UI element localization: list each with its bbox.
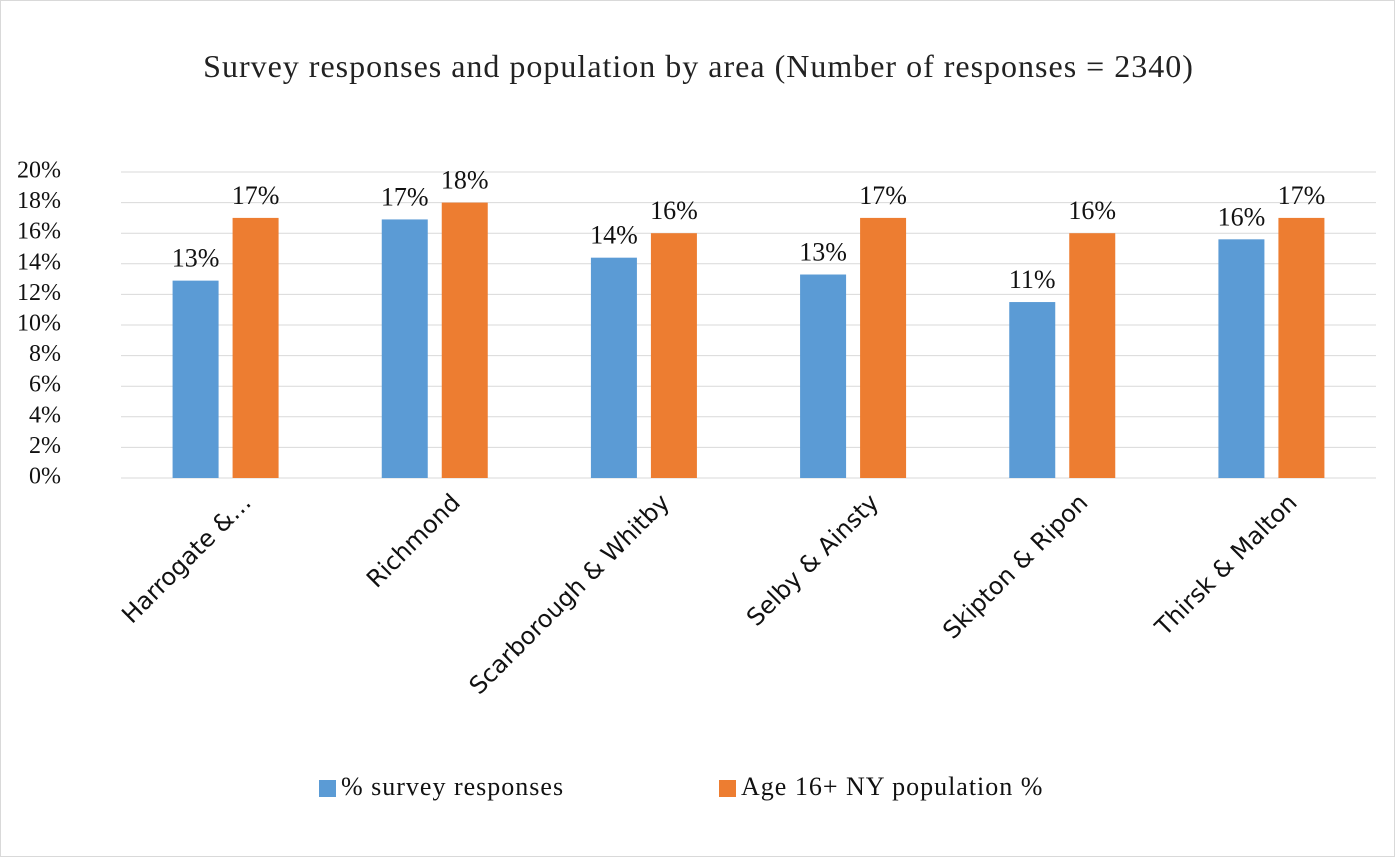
y-tick-label: 12% <box>17 280 61 306</box>
bar <box>172 280 219 478</box>
data-label: 17% <box>1278 181 1326 210</box>
x-tick-label: Richmond <box>361 488 466 593</box>
bar <box>441 202 488 478</box>
y-tick-label: 18% <box>17 188 61 214</box>
data-label: 17% <box>232 181 280 210</box>
x-tick-label: Thirsk & Malton <box>1149 488 1303 642</box>
bar <box>1218 239 1265 478</box>
x-tick-label: Selby & Ainsty <box>741 488 884 631</box>
x-tick-label: Harrogate &… <box>116 488 256 628</box>
chart-title: Survey responses and population by area … <box>203 48 1194 84</box>
bar <box>1009 302 1056 478</box>
y-tick-label: 0% <box>29 464 61 490</box>
data-label: 18% <box>441 166 489 195</box>
bar <box>381 219 428 478</box>
data-label: 16% <box>1068 196 1116 225</box>
bar <box>590 257 637 478</box>
y-tick-label: 10% <box>17 311 61 337</box>
data-label: 13% <box>172 244 220 273</box>
data-label: 11% <box>1009 265 1056 294</box>
bar <box>1278 217 1325 478</box>
legend-swatch <box>719 780 736 797</box>
data-label: 17% <box>381 182 429 211</box>
legend-swatch <box>319 780 336 797</box>
y-tick-label: 16% <box>17 219 61 245</box>
data-label: 16% <box>1218 202 1266 231</box>
x-tick-label: Scarborough & Whitby <box>464 488 675 699</box>
y-tick-label: 14% <box>17 249 61 275</box>
x-tick-label: Skipton & Ripon <box>937 488 1093 644</box>
bar <box>232 217 279 478</box>
legend-label: Age 16+ NY population % <box>741 772 1043 801</box>
bar <box>650 233 697 478</box>
legend-label: % survey responses <box>341 772 564 801</box>
data-label: 17% <box>859 181 907 210</box>
y-tick-label: 2% <box>29 433 61 459</box>
bar <box>1069 233 1116 478</box>
data-label: 16% <box>650 196 698 225</box>
data-label: 14% <box>590 221 638 250</box>
y-tick-label: 8% <box>29 341 61 367</box>
data-label: 13% <box>799 237 847 266</box>
bar <box>860 217 907 478</box>
y-tick-label: 6% <box>29 372 61 398</box>
y-tick-label: 4% <box>29 402 61 428</box>
bar <box>800 274 847 478</box>
y-tick-label: 20% <box>17 158 61 184</box>
